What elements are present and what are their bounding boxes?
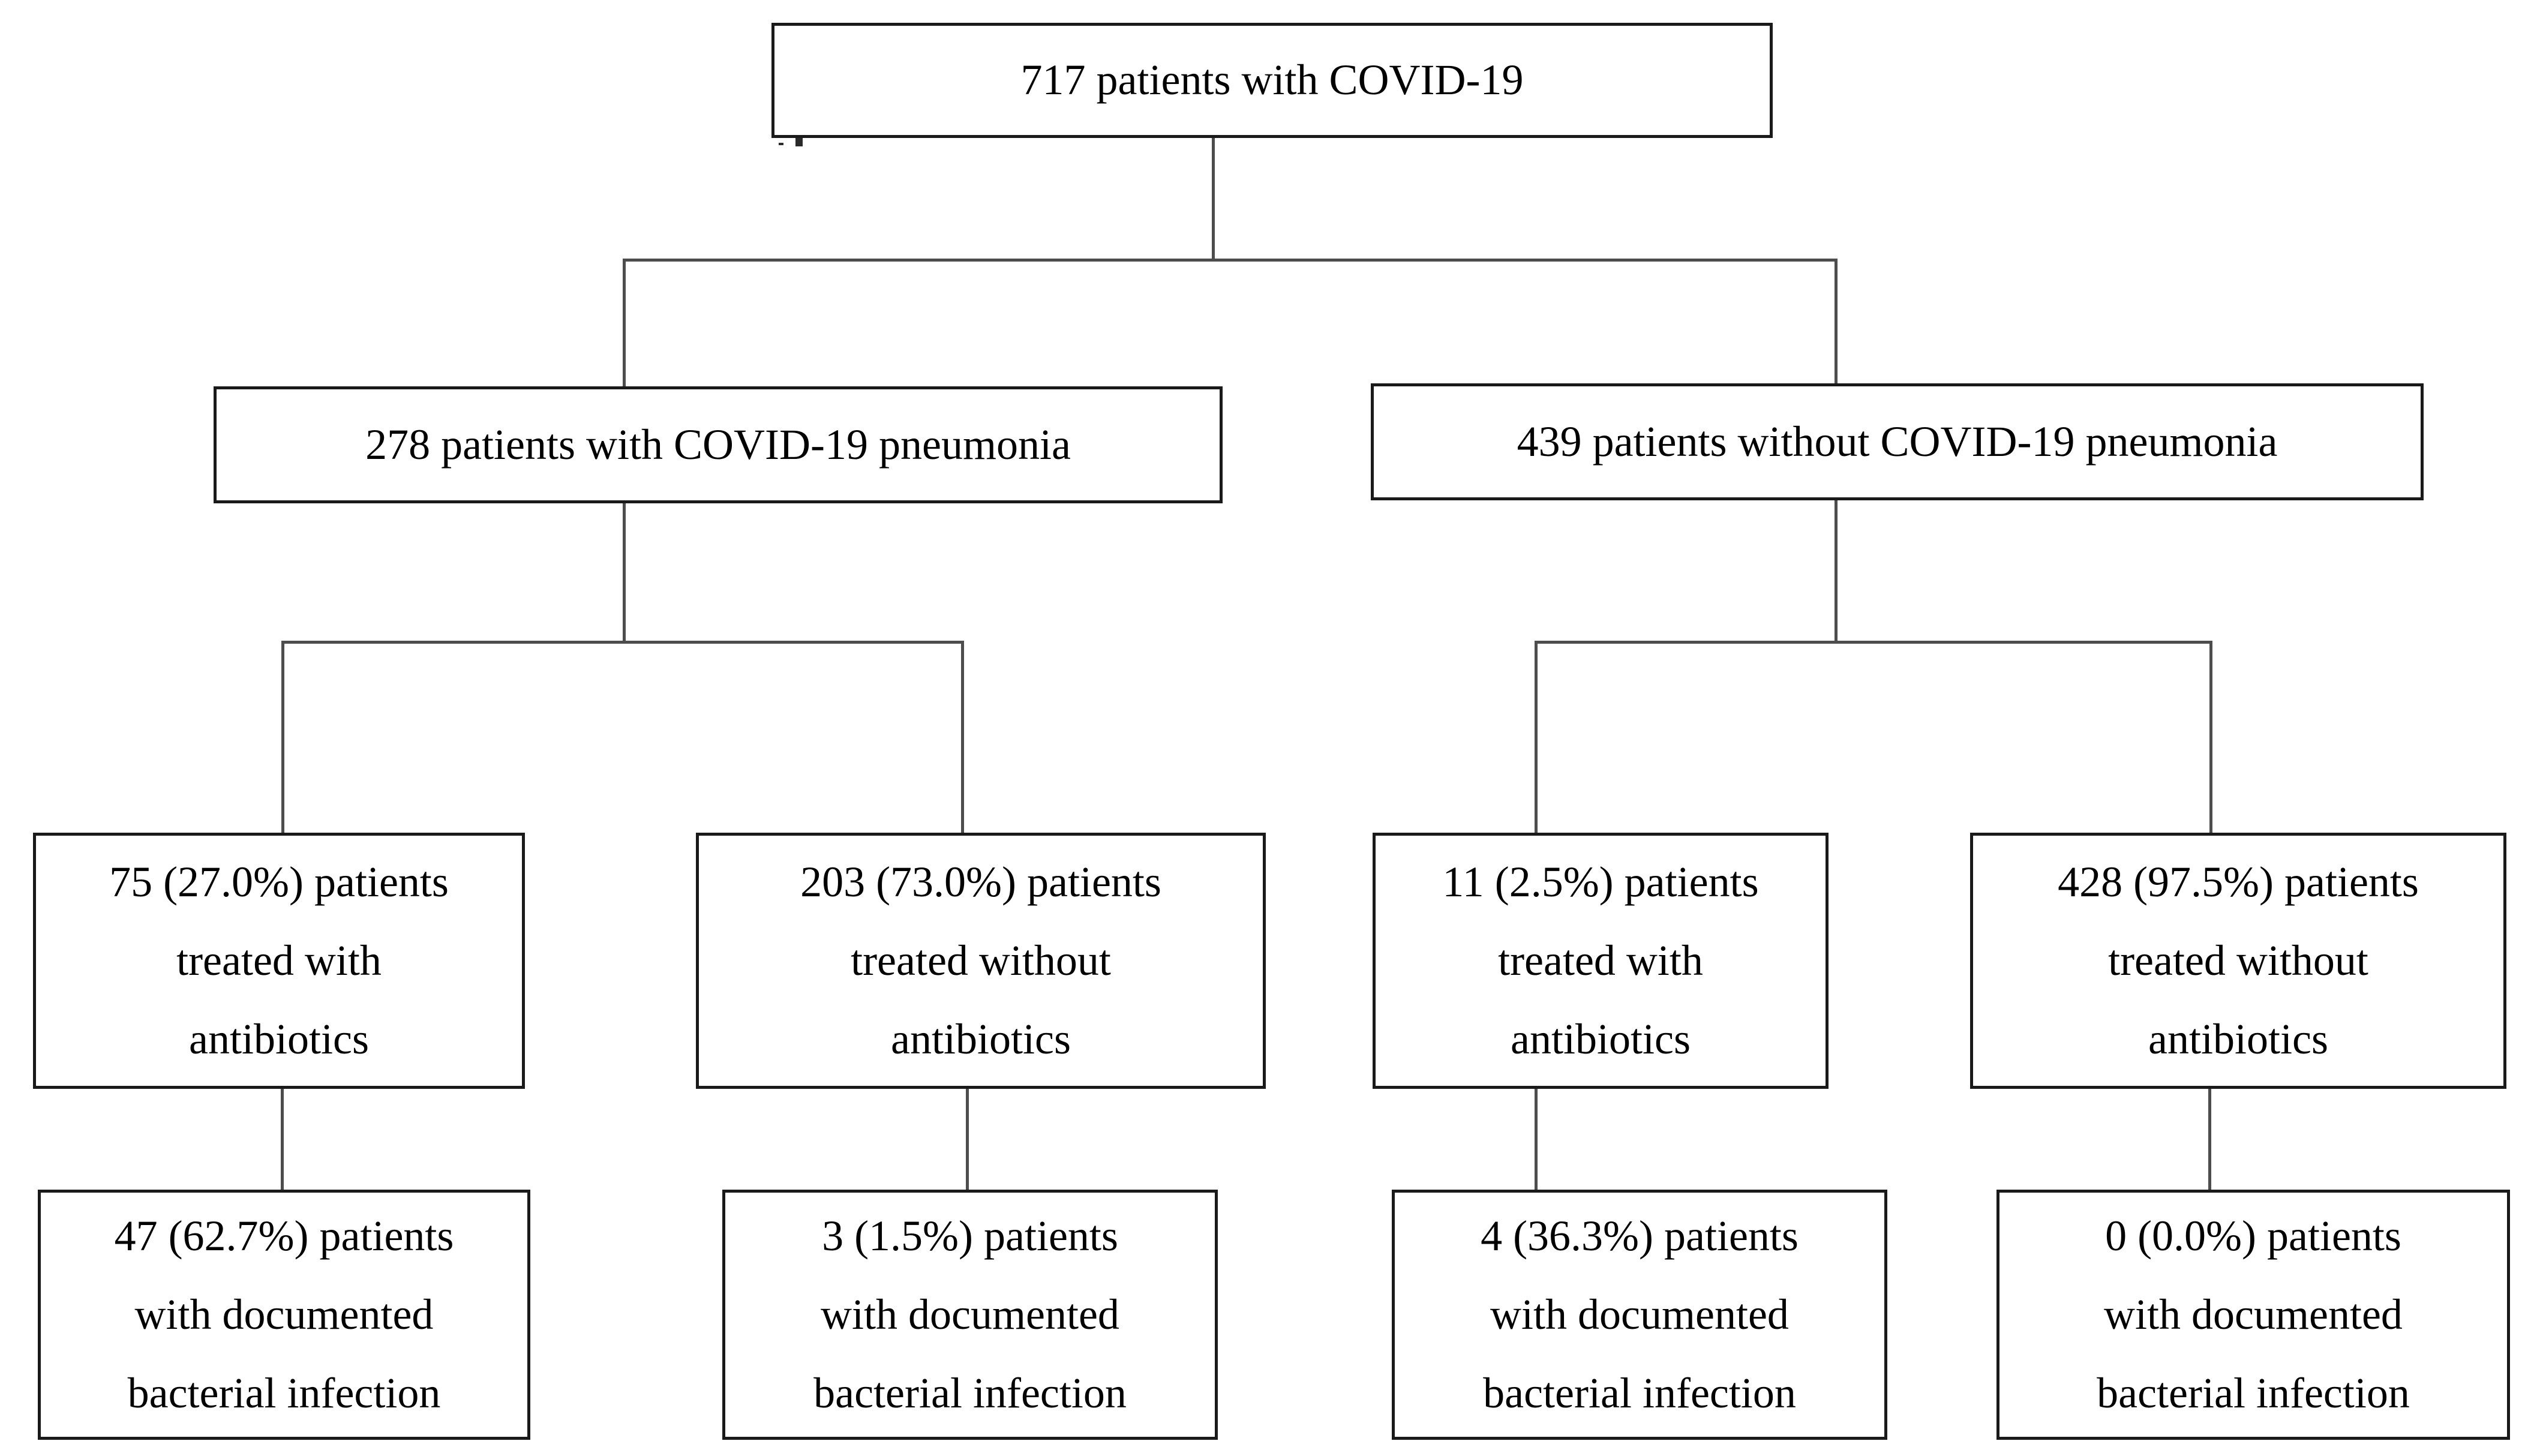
node-line: with documented: [134, 1290, 434, 1338]
connector-np-abx-to-infection: [1535, 1088, 1538, 1191]
connector-to-nopneumonia-abx: [1535, 641, 1538, 835]
node-line: 3 (1.5%) patients: [822, 1211, 1118, 1260]
node-pneumonia-noabx-bacterial-infection: 3 (1.5%) patients with documented bacter…: [722, 1190, 1218, 1440]
node-line: bacterial infection: [1483, 1369, 1796, 1418]
connector-to-pneumonia-no-abx: [961, 641, 964, 835]
connector-split-no-pneumonia: [1535, 641, 2212, 644]
connector-to-nopneumonia-no-abx: [2209, 641, 2212, 835]
node-line: 47 (62.7%) patients: [114, 1211, 454, 1260]
ink-artifact: [795, 136, 803, 146]
node-total-patients: 717 patients with COVID-19: [771, 23, 1773, 138]
ink-artifact: [779, 143, 783, 145]
connector-np-noabx-to-infection: [2208, 1088, 2211, 1191]
node-line: bacterial infection: [813, 1369, 1127, 1418]
connector-root-drop: [1212, 138, 1215, 261]
connector-abx-to-infection: [281, 1088, 284, 1191]
node-line: with documented: [1490, 1290, 1789, 1338]
node-total-patients-label: 717 patients with COVID-19: [1020, 56, 1524, 104]
node-line: treated without: [2108, 936, 2368, 984]
node-line: antibiotics: [2148, 1015, 2328, 1064]
node-line: antibiotics: [189, 1015, 369, 1064]
node-pneumonia-antibiotics: 75 (27.0%) patients treated with antibio…: [33, 833, 525, 1089]
node-pneumonia-label: 278 patients with COVID-19 pneumonia: [365, 420, 1071, 469]
node-nopneumonia-abx-bacterial-infection: 4 (36.3%) patients with documented bacte…: [1392, 1190, 1887, 1440]
node-pneumonia-abx-bacterial-infection: 47 (62.7%) patients with documented bact…: [38, 1190, 530, 1440]
node-nopneumonia-noabx-bacterial-infection: 0 (0.0%) patients with documented bacter…: [1996, 1190, 2510, 1440]
node-line: with documented: [2104, 1290, 2403, 1338]
node-pneumonia-no-antibiotics: 203 (73.0%) patients treated without ant…: [696, 833, 1266, 1089]
connector-pneumonia-drop: [623, 502, 626, 643]
connector-to-pneumonia: [623, 259, 626, 388]
node-line: 0 (0.0%) patients: [2105, 1211, 2401, 1260]
connector-split-pneumonia: [281, 641, 964, 644]
node-line: treated with: [1498, 936, 1703, 984]
node-line: bacterial infection: [127, 1369, 441, 1418]
node-no-pneumonia-antibiotics: 11 (2.5%) patients treated with antibiot…: [1373, 833, 1829, 1089]
node-line: antibiotics: [1511, 1015, 1691, 1064]
node-line: treated with: [176, 936, 382, 984]
node-line: 203 (73.0%) patients: [800, 857, 1161, 906]
node-pneumonia: 278 patients with COVID-19 pneumonia: [214, 386, 1223, 503]
node-line: 11 (2.5%) patients: [1442, 857, 1759, 906]
connector-split-level1: [623, 259, 1838, 262]
connector-noabx-to-infection: [966, 1088, 969, 1191]
node-line: treated without: [851, 936, 1111, 984]
node-line: 428 (97.5%) patients: [2058, 857, 2419, 906]
node-line: bacterial infection: [2097, 1369, 2410, 1418]
node-line: 75 (27.0%) patients: [109, 857, 449, 906]
node-no-pneumonia: 439 patients without COVID-19 pneumonia: [1371, 383, 2424, 500]
node-no-pneumonia-label: 439 patients without COVID-19 pneumonia: [1517, 417, 2278, 466]
connector-to-pneumonia-abx: [281, 641, 284, 835]
connector-no-pneumonia-drop: [1835, 499, 1838, 643]
connector-to-no-pneumonia: [1835, 259, 1838, 388]
node-no-pneumonia-no-antibiotics: 428 (97.5%) patients treated without ant…: [1970, 833, 2506, 1089]
node-line: antibiotics: [891, 1015, 1071, 1064]
node-line: with documented: [821, 1290, 1119, 1338]
node-line: 4 (36.3%) patients: [1481, 1211, 1799, 1260]
